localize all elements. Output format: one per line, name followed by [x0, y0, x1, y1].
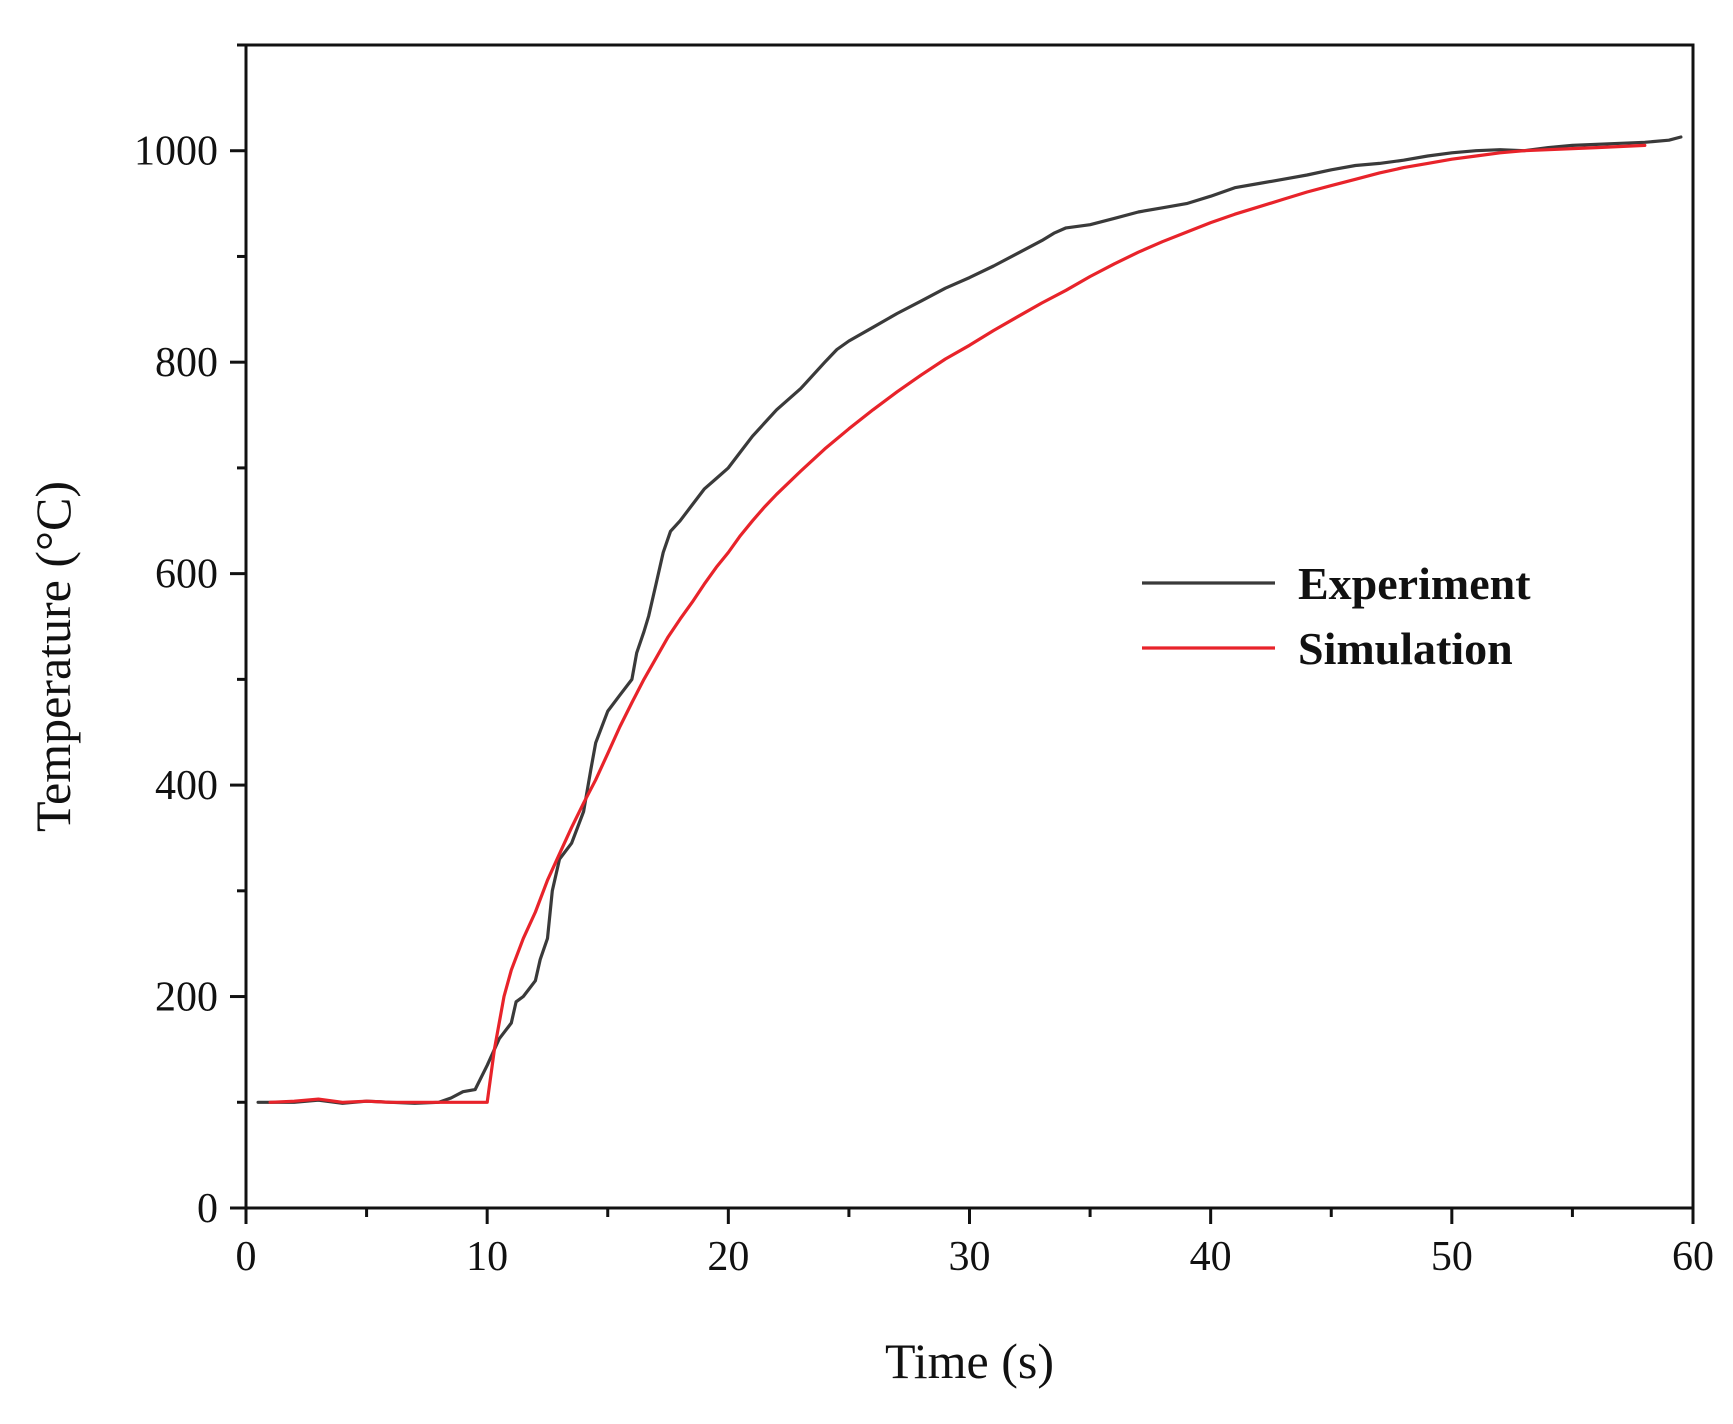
y-tick-label: 1000: [134, 129, 218, 175]
legend-label-simulation: Simulation: [1298, 623, 1513, 674]
legend-label-experiment: Experiment: [1298, 558, 1531, 609]
y-tick-label: 600: [155, 552, 218, 598]
x-tick-label: 20: [707, 1234, 749, 1280]
x-tick-label: 50: [1431, 1234, 1473, 1280]
y-tick-label: 200: [155, 975, 218, 1021]
x-tick-label: 40: [1190, 1234, 1232, 1280]
y-tick-label: 800: [155, 340, 218, 386]
y-tick-label: 0: [197, 1186, 218, 1232]
series-line-simulation: [268, 143, 1647, 1104]
series-line-experiment: [256, 135, 1683, 1105]
x-tick-label: 30: [949, 1234, 991, 1280]
y-tick-label: 400: [155, 763, 218, 809]
x-tick-label: 60: [1672, 1234, 1714, 1280]
x-axis-ticks: 0 10 20 30 40 50 60: [236, 1208, 1714, 1280]
series-layer: [256, 135, 1683, 1105]
legend: Experiment Simulation: [1142, 558, 1531, 674]
y-axis-ticks: 0 200 400 600 800 1000: [134, 43, 246, 1232]
x-tick-label: 0: [236, 1234, 257, 1280]
x-tick-label: 10: [466, 1234, 508, 1280]
y-axis-title: Temperature (°C): [25, 481, 81, 832]
x-axis-title: Time (s): [885, 1333, 1054, 1389]
